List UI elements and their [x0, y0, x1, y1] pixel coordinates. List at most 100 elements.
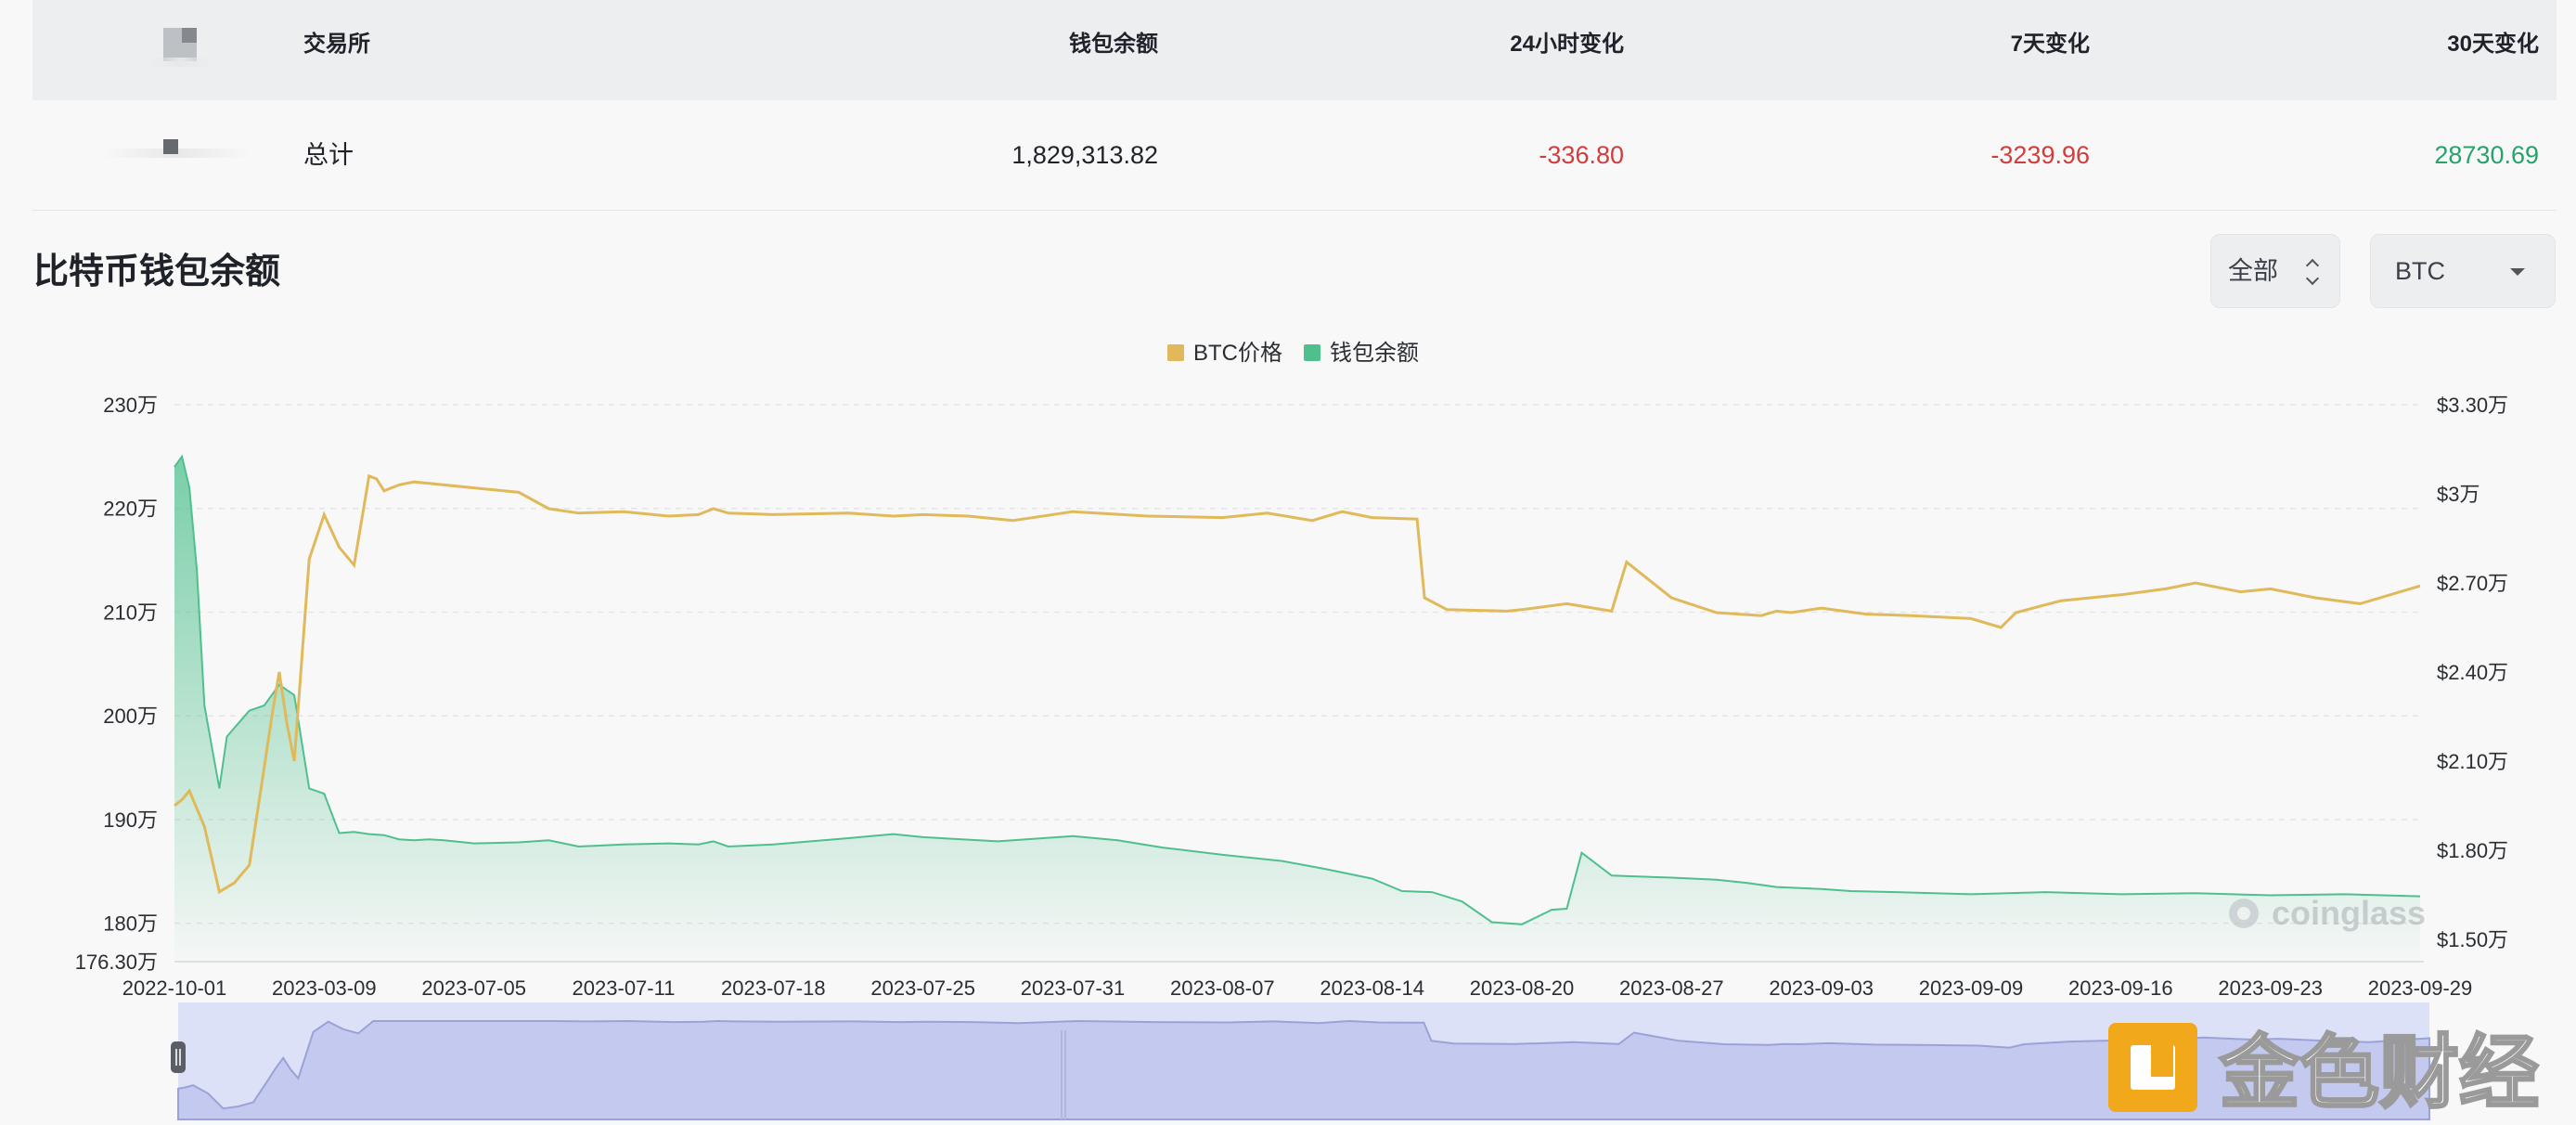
- btc-price-point[interactable]: [517, 490, 521, 494]
- btc-price-point[interactable]: [1266, 511, 1269, 515]
- wallet-balance-point[interactable]: [292, 693, 296, 697]
- btc-price-point[interactable]: [187, 789, 191, 793]
- btc-price-point[interactable]: [1565, 601, 1568, 605]
- btc-price-point[interactable]: [353, 563, 356, 567]
- btc-price-point[interactable]: [285, 720, 289, 724]
- btc-price-point[interactable]: [2194, 581, 2197, 585]
- wallet-balance-point[interactable]: [697, 843, 701, 847]
- wallet-balance-point[interactable]: [996, 839, 999, 843]
- btc-price-point[interactable]: [1423, 596, 1426, 600]
- btc-price-point[interactable]: [367, 474, 371, 478]
- wallet-balance-point[interactable]: [2119, 892, 2122, 896]
- wallet-balance-point[interactable]: [727, 845, 730, 848]
- btc-price-point[interactable]: [2313, 596, 2317, 600]
- btc-price-point[interactable]: [233, 881, 237, 885]
- wallet-balance-point[interactable]: [195, 569, 199, 573]
- wallet-balance-point[interactable]: [307, 786, 311, 790]
- range-select[interactable]: 全部: [2210, 234, 2340, 308]
- wallet-balance-point[interactable]: [427, 837, 431, 841]
- btc-price-point[interactable]: [1969, 616, 1973, 620]
- btc-price-point[interactable]: [1610, 609, 1614, 613]
- btc-price-point[interactable]: [2358, 601, 2362, 605]
- btc-price-point[interactable]: [248, 863, 251, 867]
- wallet-balance-point[interactable]: [337, 831, 341, 834]
- wallet-balance-point[interactable]: [921, 835, 925, 839]
- wallet-balance-point[interactable]: [472, 842, 476, 846]
- btc-price-point[interactable]: [1310, 519, 1314, 523]
- wallet-balance-point[interactable]: [1371, 877, 1374, 881]
- btc-price-point[interactable]: [180, 798, 184, 802]
- btc-price-point[interactable]: [427, 482, 431, 485]
- btc-price-point[interactable]: [1445, 608, 1449, 612]
- wallet-balance-point[interactable]: [397, 837, 401, 841]
- legend-swatch[interactable]: [1304, 344, 1320, 361]
- btc-price-point[interactable]: [397, 483, 401, 486]
- btc-price-point[interactable]: [712, 507, 715, 511]
- wallet-balance-point[interactable]: [1161, 846, 1165, 849]
- btc-price-point[interactable]: [217, 890, 221, 894]
- chart-legend[interactable]: BTC价格 钱包余额: [1167, 341, 1419, 366]
- wallet-balance-point[interactable]: [622, 843, 625, 847]
- wallet-balance-point[interactable]: [1490, 921, 1494, 925]
- wallet-balance-point[interactable]: [1460, 899, 1463, 903]
- wallet-balance-point[interactable]: [1400, 889, 1404, 893]
- wallet-balance-point[interactable]: [1520, 923, 1524, 926]
- btc-price-point[interactable]: [1759, 614, 1763, 617]
- btc-price-point[interactable]: [921, 512, 925, 516]
- btc-price-point[interactable]: [173, 804, 176, 808]
- btc-price-point[interactable]: [2238, 590, 2242, 594]
- wallet-balance-point[interactable]: [1669, 875, 1673, 879]
- header-change-7d[interactable]: 7天变化: [2010, 32, 2090, 57]
- legend-swatch[interactable]: [1167, 344, 1184, 361]
- btc-price-point[interactable]: [1774, 609, 1778, 613]
- btc-price-point[interactable]: [277, 670, 281, 674]
- wallet-balance-point[interactable]: [2194, 891, 2197, 895]
- wallet-balance-point[interactable]: [1820, 887, 1823, 891]
- header-exchange[interactable]: 交易所: [303, 32, 370, 57]
- btc-price-point[interactable]: [1669, 596, 1673, 600]
- btc-price-point[interactable]: [577, 511, 581, 515]
- btc-price-point[interactable]: [375, 477, 379, 481]
- btc-price-point[interactable]: [1415, 517, 1419, 521]
- btc-price-point[interactable]: [322, 512, 326, 516]
- btc-price-point[interactable]: [1625, 561, 1629, 564]
- range-navigator[interactable]: [171, 1002, 2430, 1120]
- btc-price-point[interactable]: [771, 512, 775, 516]
- btc-price-point[interactable]: [1999, 626, 2003, 629]
- wallet-balance-point[interactable]: [1969, 892, 1973, 896]
- wallet-balance-point[interactable]: [771, 843, 775, 847]
- wallet-balance-point[interactable]: [382, 834, 386, 837]
- btc-price-point[interactable]: [292, 759, 296, 763]
- wallet-balance-chart[interactable]: BTC价格 钱包余额 230万 220万 210万 200万 190万 180万 176.30…: [0, 316, 2576, 1125]
- wallet-balance-point[interactable]: [577, 845, 581, 848]
- coin-select[interactable]: BTC: [2370, 234, 2556, 308]
- btc-price-point[interactable]: [666, 514, 670, 518]
- header-change-24h[interactable]: 24小时变化: [1510, 32, 1624, 57]
- wallet-balance-point[interactable]: [1565, 907, 1568, 911]
- wallet-balance-point[interactable]: [1580, 851, 1584, 855]
- wallet-balance-point[interactable]: [180, 455, 184, 459]
- wallet-balance-point[interactable]: [217, 786, 221, 790]
- wallet-balance-point[interactable]: [1115, 838, 1119, 842]
- wallet-balance-point[interactable]: [517, 841, 521, 845]
- btc-price-point[interactable]: [270, 715, 274, 718]
- btc-price-point[interactable]: [891, 514, 895, 518]
- btc-price-point[interactable]: [263, 765, 266, 769]
- btc-price-point[interactable]: [202, 824, 206, 828]
- btc-price-point[interactable]: [1520, 608, 1524, 612]
- btc-price-point[interactable]: [1371, 516, 1374, 520]
- btc-price-point[interactable]: [2418, 584, 2422, 588]
- btc-price-point[interactable]: [846, 511, 850, 515]
- wallet-balance-point[interactable]: [891, 833, 895, 836]
- btc-price-point[interactable]: [442, 483, 445, 486]
- wallet-balance-point[interactable]: [1610, 873, 1614, 877]
- wallet-balance-series[interactable]: [174, 454, 2421, 925]
- btc-price-point[interactable]: [307, 557, 311, 561]
- navigator-handle-left[interactable]: [171, 1041, 186, 1073]
- btc-price-point[interactable]: [1864, 613, 1868, 616]
- wallet-balance-point[interactable]: [1325, 868, 1329, 872]
- btc-price-point[interactable]: [382, 489, 386, 493]
- wallet-balance-point[interactable]: [1894, 890, 1898, 894]
- wallet-balance-point[interactable]: [666, 842, 670, 846]
- wallet-balance-point[interactable]: [846, 836, 850, 840]
